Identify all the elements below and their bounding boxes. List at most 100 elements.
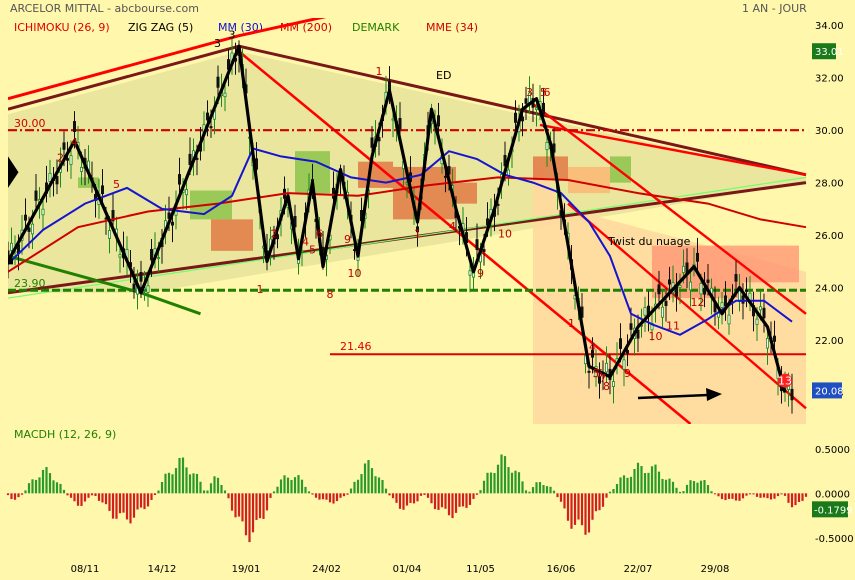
macdh-bar [444,493,447,509]
macdh-bar [45,466,48,494]
candle-body [205,112,209,121]
macdh-bar [230,493,234,511]
macdh-bar [381,479,384,494]
macdh-bar [90,493,94,496]
candle-body [766,338,770,349]
macdh-bar [577,493,580,520]
macdh-bar [517,472,521,494]
candle-body [184,189,188,196]
x-tick-label: 08/11 [71,564,100,575]
macdh-bar [661,478,664,494]
y-tick-label: 32.00 [815,74,844,85]
macdh-bar [283,475,286,494]
candle-body [436,115,440,127]
macdh-bar [559,493,563,502]
macdh-bar [80,493,83,506]
macdh-tick-label: 0.0000 [815,489,850,500]
macdh-bar [804,493,808,497]
macdh-bar [398,493,402,509]
macdh-bar [391,493,395,499]
candle-body [27,227,31,232]
candle-body [678,285,682,289]
macdh-bar [769,493,773,500]
macdh-bar [339,493,342,498]
wave-label: 6 [316,228,323,241]
macdh-bar [580,493,584,526]
macdh-bar [150,493,153,500]
macdh-bar [52,480,55,494]
left-marker-bar [8,258,13,265]
macdh-bar [598,493,601,511]
macdh-bar [748,493,752,495]
macdh-bar [216,477,220,494]
candle-body [734,274,738,282]
candle-body [591,349,595,358]
macdh-panel: MACDH (12, 26, 9) 0.5000 0.0000 -0.5000 -0.1… [6,428,854,545]
macdh-bar [650,466,654,494]
cloud-patch [610,156,631,183]
macdh-bar [419,493,423,496]
y-tick-label: 22.00 [815,336,844,347]
macdh-bar [538,482,542,494]
candle-body [370,137,374,148]
macdh-bar [573,493,577,525]
macdh-bar [426,493,430,498]
macdh-bar [496,464,500,494]
macdh-tick-label: 0.5000 [815,445,850,456]
macdh-bar [472,493,475,499]
macdh-bar [220,485,223,494]
macdh-bar [738,493,741,501]
macdh-bar [297,475,300,494]
macdh-bar [612,489,615,494]
cloud-patch [456,182,477,204]
macdh-bar [696,482,699,494]
candle-body [177,174,181,185]
wave-label: 10 [498,228,512,241]
macdh-bar [409,493,412,503]
candle-body [598,375,602,384]
wave-label: 9 [624,367,631,380]
candle-body [34,190,38,201]
candle-body [612,381,616,387]
macdh-bar [755,493,759,497]
candle-body [443,175,447,178]
candle-body [62,142,66,150]
top-wave-label: 3 [214,37,221,50]
candle-body [773,335,777,342]
x-tick-label: 16/06 [547,564,576,575]
macdh-bar [164,473,167,494]
macdh-bar [171,474,174,494]
wave-label: 2 [57,152,64,165]
candle-body [118,254,122,258]
macdh-bar [514,470,517,494]
macdh-bar [335,493,339,502]
macdh-bar [38,477,41,494]
macdh-bar [601,493,605,507]
macdh-bar [304,486,307,494]
y-tick-label: 28.00 [815,179,844,190]
macdh-bar [202,490,206,494]
macdh-bar [31,479,34,494]
macdh-bar [251,493,255,533]
wave-label: 7 [600,372,607,385]
macdh-bar [318,493,321,500]
macdh-bar [97,493,101,501]
macdh-bar [192,473,195,494]
candle-body [223,92,227,98]
macdh-bar [643,473,647,494]
macdh-bar [157,490,160,494]
macdh-bar [524,490,528,494]
macdh-bar [745,493,748,496]
wave-badge [778,373,792,388]
wave-label: 5 [540,86,547,99]
resistance-line [539,123,807,176]
macdh-bar [363,463,367,494]
candle-body [73,121,77,132]
macdh-bar [66,493,69,496]
macdh-bar [129,493,132,524]
macdh-bar [759,493,762,498]
candle-body [66,158,70,161]
macdh-bar [258,493,262,519]
macdh-bar [437,493,440,510]
macdh-bar [356,479,360,494]
